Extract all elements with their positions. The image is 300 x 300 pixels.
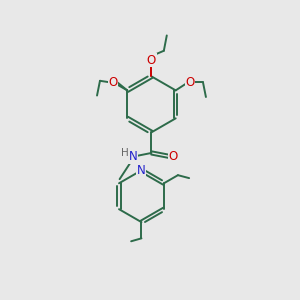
Text: O: O: [147, 54, 156, 67]
Text: N: N: [137, 164, 146, 177]
Text: O: O: [185, 76, 194, 89]
Text: O: O: [109, 76, 118, 89]
Text: N: N: [129, 150, 138, 163]
Text: O: O: [169, 150, 178, 163]
Text: H: H: [121, 148, 129, 158]
